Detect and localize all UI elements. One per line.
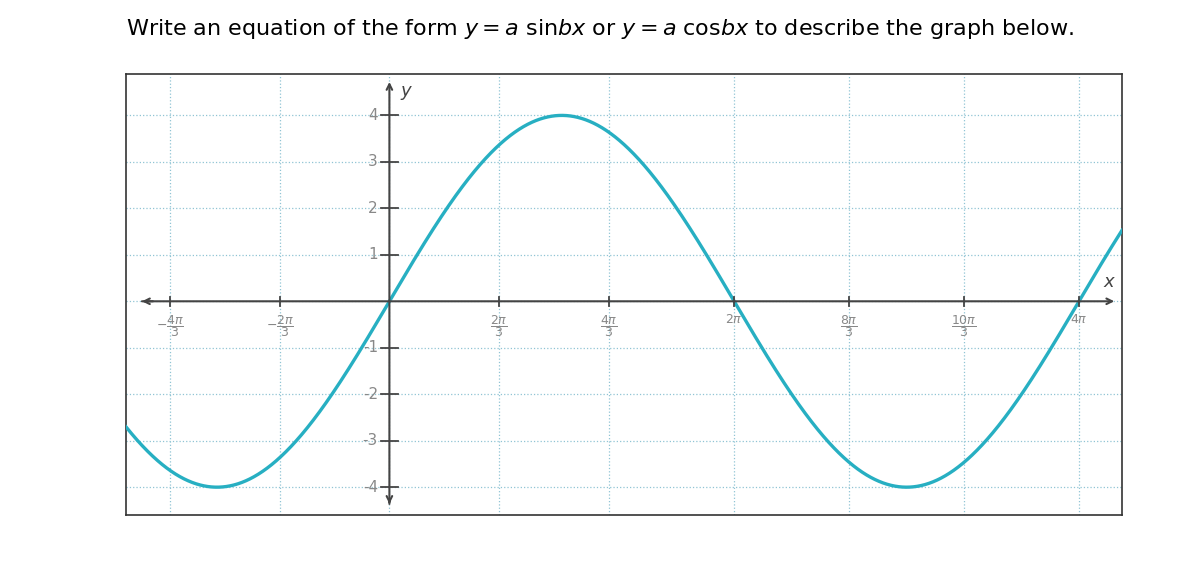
Text: -3: -3 xyxy=(362,433,378,448)
Text: $4\pi$: $4\pi$ xyxy=(1070,313,1088,326)
Text: Write an equation of the form $y=a$ sin$bx$ or $y=a$ cos$bx$ to describe the gra: Write an equation of the form $y=a$ sin$… xyxy=(126,17,1074,41)
Text: -2: -2 xyxy=(362,387,378,402)
Text: $\dfrac{4\pi}{3}$: $\dfrac{4\pi}{3}$ xyxy=(600,313,618,339)
Text: x: x xyxy=(1104,273,1114,291)
Text: 3: 3 xyxy=(368,155,378,169)
Text: y: y xyxy=(401,82,412,100)
Text: -1: -1 xyxy=(362,340,378,355)
Text: $\dfrac{8\pi}{3}$: $\dfrac{8\pi}{3}$ xyxy=(840,313,858,339)
Text: 2: 2 xyxy=(368,201,378,216)
Text: $-\dfrac{2\pi}{3}$: $-\dfrac{2\pi}{3}$ xyxy=(265,313,294,339)
Text: 1: 1 xyxy=(368,247,378,262)
Text: -4: -4 xyxy=(362,479,378,495)
Text: $\dfrac{10\pi}{3}$: $\dfrac{10\pi}{3}$ xyxy=(952,313,977,339)
Text: $-\dfrac{4\pi}{3}$: $-\dfrac{4\pi}{3}$ xyxy=(156,313,184,339)
Text: 4: 4 xyxy=(368,108,378,123)
Text: $2\pi$: $2\pi$ xyxy=(725,313,743,326)
Text: $\dfrac{2\pi}{3}$: $\dfrac{2\pi}{3}$ xyxy=(491,313,508,339)
